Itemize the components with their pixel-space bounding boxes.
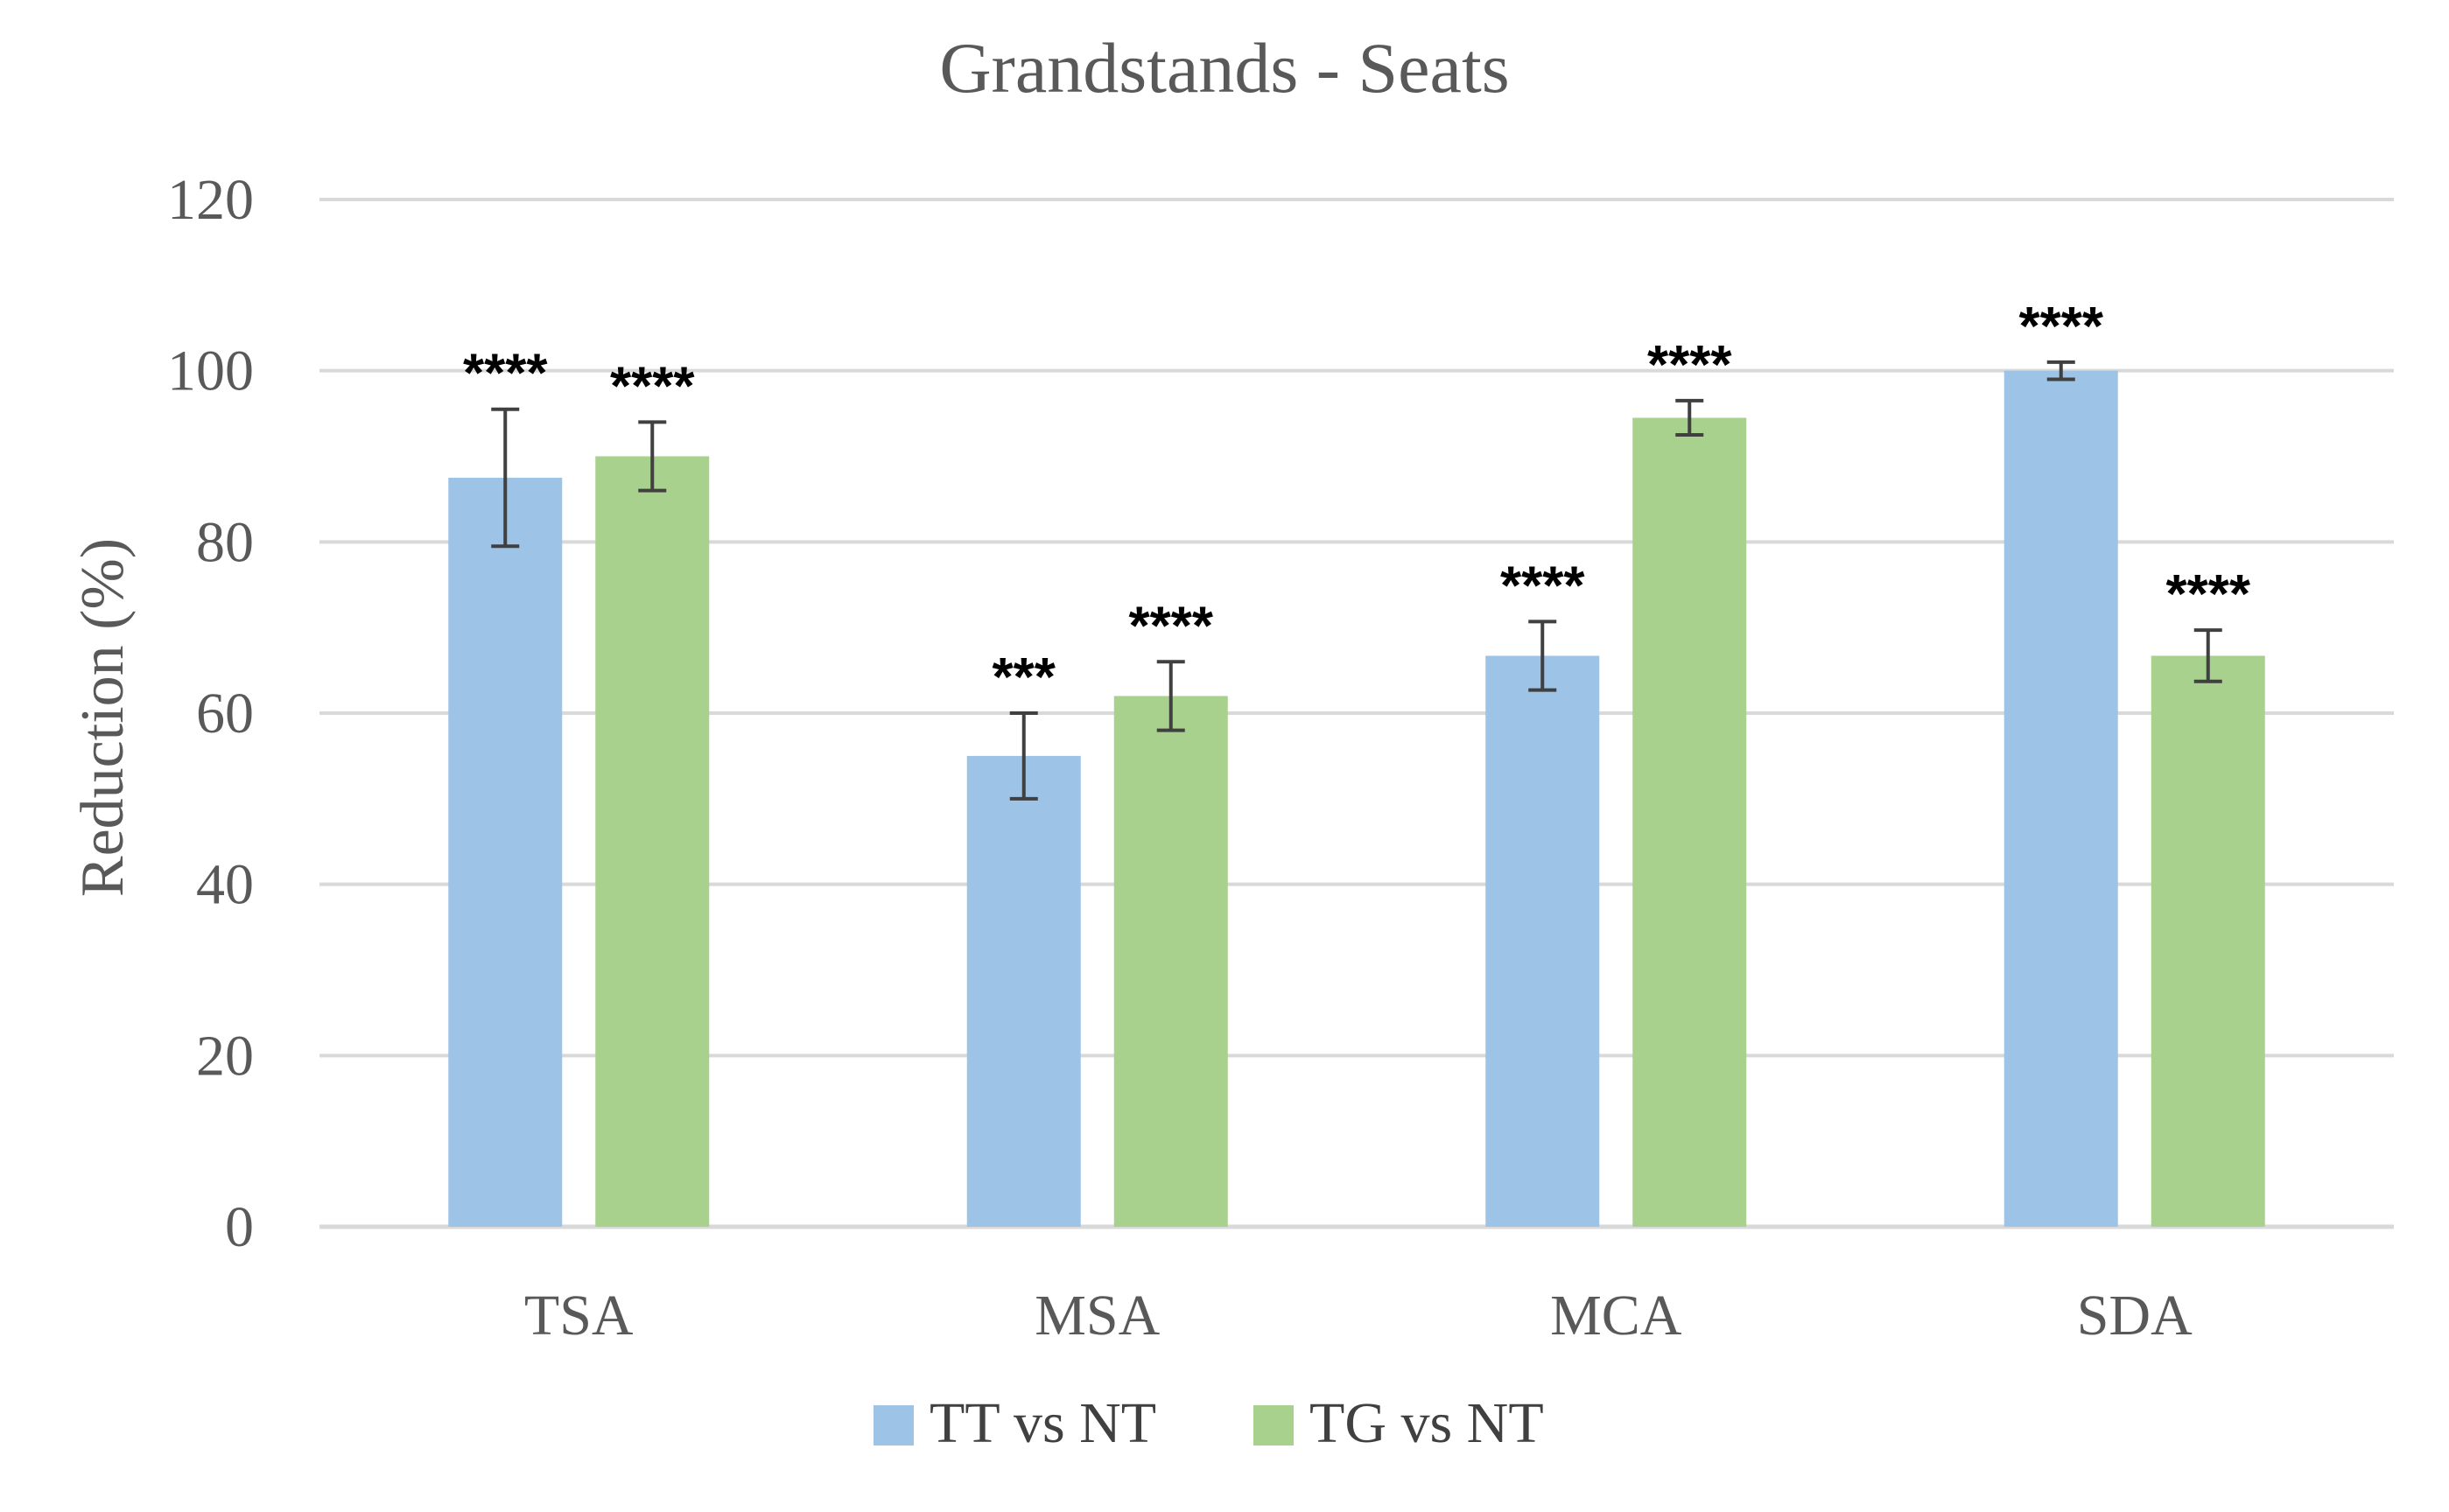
bar bbox=[2003, 370, 2118, 1228]
bar bbox=[1113, 696, 1228, 1227]
bar bbox=[595, 456, 710, 1227]
legend-swatch bbox=[1253, 1405, 1294, 1446]
bars: **** *************************** bbox=[448, 297, 2265, 1228]
y-tick-label: 20 bbox=[196, 1024, 254, 1088]
x-tick-label: MCA bbox=[1550, 1284, 1682, 1348]
significance-label: **** bbox=[610, 356, 695, 416]
significance-label: **** bbox=[1500, 556, 1585, 616]
bar bbox=[966, 755, 1081, 1227]
y-axis-ticks: 0 20 40 60 80 100 120 bbox=[167, 168, 254, 1259]
significance-label: **** bbox=[1128, 596, 1213, 656]
legend: TT vs NT TG vs NT bbox=[874, 1391, 1544, 1455]
significance-label: **** bbox=[1647, 335, 1732, 396]
x-tick-label: TSA bbox=[524, 1284, 634, 1348]
y-tick-label: 60 bbox=[196, 682, 254, 746]
x-axis-ticks: TSA MSA MCA SDA bbox=[524, 1284, 2193, 1348]
significance-label: **** bbox=[2165, 564, 2250, 625]
significance-label: **** bbox=[2018, 297, 2103, 357]
x-tick-label: MSA bbox=[1035, 1284, 1160, 1348]
significance-label: *** bbox=[993, 648, 1056, 708]
y-tick-label: 100 bbox=[167, 340, 254, 403]
bar bbox=[2151, 655, 2265, 1227]
chart-title: Grandstands - Seats bbox=[939, 28, 1509, 108]
legend-label: TG vs NT bbox=[1309, 1391, 1544, 1455]
bar bbox=[448, 477, 563, 1227]
bar bbox=[1485, 655, 1600, 1227]
y-tick-label: 80 bbox=[196, 510, 254, 574]
legend-label: TT vs NT bbox=[930, 1391, 1156, 1455]
x-tick-label: SDA bbox=[2077, 1284, 2193, 1348]
bar bbox=[1632, 417, 1747, 1228]
y-tick-label: 0 bbox=[225, 1195, 254, 1259]
y-tick-label: 40 bbox=[196, 853, 254, 917]
legend-swatch bbox=[874, 1405, 914, 1446]
y-axis-label: Reduction (%) bbox=[69, 538, 137, 897]
y-tick-label: 120 bbox=[167, 168, 254, 232]
significance-label: **** bbox=[463, 344, 548, 404]
